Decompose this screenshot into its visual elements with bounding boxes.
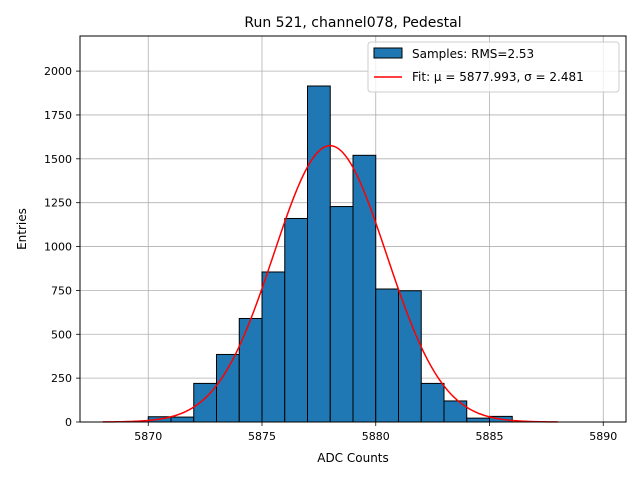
histogram-bar: [216, 353, 240, 423]
legend-label-fit: Fit: μ = 5877.993, σ = 2.481: [412, 70, 584, 84]
histogram-bar: [375, 288, 399, 423]
histogram-bars: [147, 85, 513, 423]
legend-swatch-histogram: [373, 47, 403, 59]
histogram-bar: [352, 154, 377, 423]
y-tick-label: 1500: [44, 153, 72, 166]
y-axis-label: Entries: [15, 208, 29, 250]
y-tick-label: 500: [51, 328, 72, 341]
x-tick-label: 5870: [134, 430, 162, 443]
y-tick-label: 1250: [44, 197, 72, 210]
histogram-bar: [466, 417, 490, 423]
y-tick-label: 1750: [44, 109, 72, 122]
y-tick-label: 2000: [44, 65, 72, 78]
histogram-bar: [329, 206, 354, 423]
plot-frame: [79, 35, 627, 423]
y-axis-ticks: 0 250 500 750 1000 1250 1500 1750 2000: [44, 65, 80, 429]
histogram-bar: [307, 85, 331, 423]
y-tick-label: 750: [51, 284, 72, 297]
legend: Samples: RMS=2.53 Fit: μ = 5877.993, σ =…: [367, 41, 620, 93]
histogram-bar: [398, 290, 422, 423]
x-axis-label: ADC Counts: [317, 451, 389, 465]
y-tick-label: 0: [65, 416, 72, 429]
legend-label-histogram: Samples: RMS=2.53: [412, 47, 534, 61]
y-tick-label: 1000: [44, 241, 72, 254]
x-tick-label: 5875: [248, 430, 276, 443]
x-tick-label: 5880: [362, 430, 390, 443]
histogram-bar: [284, 217, 308, 423]
histogram-bar: [420, 382, 445, 423]
x-axis-ticks: 5870 5875 5880 5885 5890: [134, 422, 617, 443]
fit-curve: [102, 144, 558, 423]
histogram-bar: [261, 271, 286, 423]
x-tick-label: 5885: [476, 430, 504, 443]
legend-box: [367, 41, 620, 93]
histogram-bar: [170, 416, 195, 423]
x-tick-label: 5890: [589, 430, 617, 443]
y-tick-label: 250: [51, 372, 72, 385]
histogram-bar: [238, 317, 263, 423]
chart-title: Run 521, channel078, Pedestal: [244, 15, 461, 31]
